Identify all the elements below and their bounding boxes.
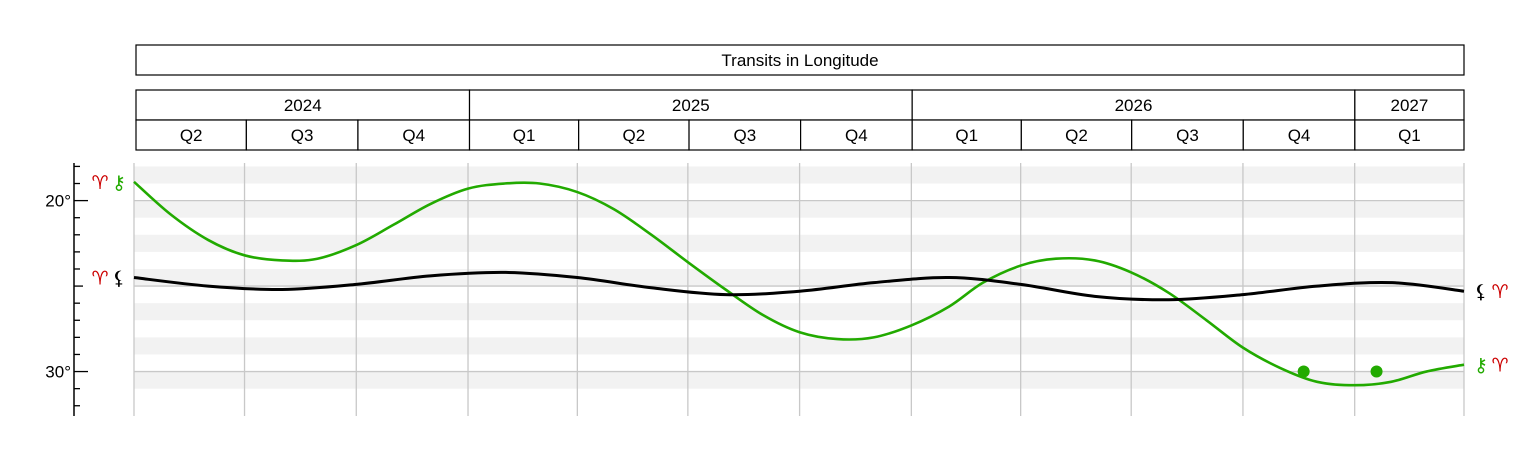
quarter-cell bbox=[468, 119, 580, 151]
quarter-cell bbox=[800, 119, 913, 151]
quarter-label: Q4 bbox=[845, 126, 868, 145]
aries-icon: ♈ bbox=[1491, 281, 1508, 303]
quarter-cell bbox=[245, 119, 359, 151]
title-box: Transits in Longitude bbox=[135, 44, 1465, 76]
quarter-cell bbox=[911, 119, 1022, 151]
chiron-marker bbox=[1297, 365, 1310, 378]
chiron-line bbox=[133, 180, 1465, 387]
quarter-row: Q2 Q3 Q4 Q1 Q2 Q3 Q4 Q1 Q2 Q3 Q4 Q1 bbox=[135, 119, 1465, 151]
aries-icon: ♈ bbox=[91, 172, 108, 194]
y-tick-label: 30° bbox=[45, 363, 71, 382]
quarter-label: Q3 bbox=[291, 126, 314, 145]
year-label: 2027 bbox=[1391, 96, 1429, 115]
lilith-line bbox=[133, 270, 1465, 302]
chiron-marker bbox=[1370, 365, 1383, 378]
year-label: 2024 bbox=[284, 96, 322, 115]
year-label: 2026 bbox=[1115, 96, 1153, 115]
year-label: 2025 bbox=[672, 96, 710, 115]
quarter-label: Q2 bbox=[180, 126, 203, 145]
y-tick-label: 20° bbox=[45, 192, 71, 211]
aries-icon: ♈ bbox=[91, 268, 108, 290]
quarter-label: Q1 bbox=[1398, 126, 1421, 145]
year-cell bbox=[135, 89, 471, 121]
quarter-label: Q3 bbox=[1176, 126, 1199, 145]
quarter-label: Q3 bbox=[733, 126, 756, 145]
quarter-label: Q4 bbox=[402, 126, 425, 145]
chiron-icon: ⚷ bbox=[112, 172, 126, 194]
lilith-icon: ⚸ bbox=[112, 268, 126, 290]
year-cell bbox=[468, 89, 913, 121]
quarter-label: Q2 bbox=[623, 126, 646, 145]
year-cell bbox=[1354, 89, 1465, 121]
quarter-cell bbox=[135, 119, 247, 151]
glyph-layer: ♈ ⚷⚷ ♈♈ ⚸⚸ ♈ bbox=[91, 172, 1508, 377]
quarter-label: Q2 bbox=[1065, 126, 1088, 145]
plot-grid bbox=[133, 163, 1465, 416]
quarter-label: Q1 bbox=[513, 126, 536, 145]
chart-title: Transits in Longitude bbox=[721, 51, 878, 70]
chiron-icon: ⚷ bbox=[1474, 355, 1488, 377]
series-layer bbox=[133, 180, 1465, 387]
quarter-cell bbox=[1354, 119, 1465, 151]
aries-icon: ♈ bbox=[1491, 355, 1508, 377]
year-row: 2024 2025 2026 2027 bbox=[135, 89, 1465, 121]
quarter-label: Q4 bbox=[1288, 126, 1311, 145]
quarter-label: Q1 bbox=[955, 126, 978, 145]
lilith-icon: ⚸ bbox=[1474, 281, 1488, 303]
y-axis: 20° 30° bbox=[45, 163, 88, 416]
quarter-cell bbox=[357, 119, 471, 151]
